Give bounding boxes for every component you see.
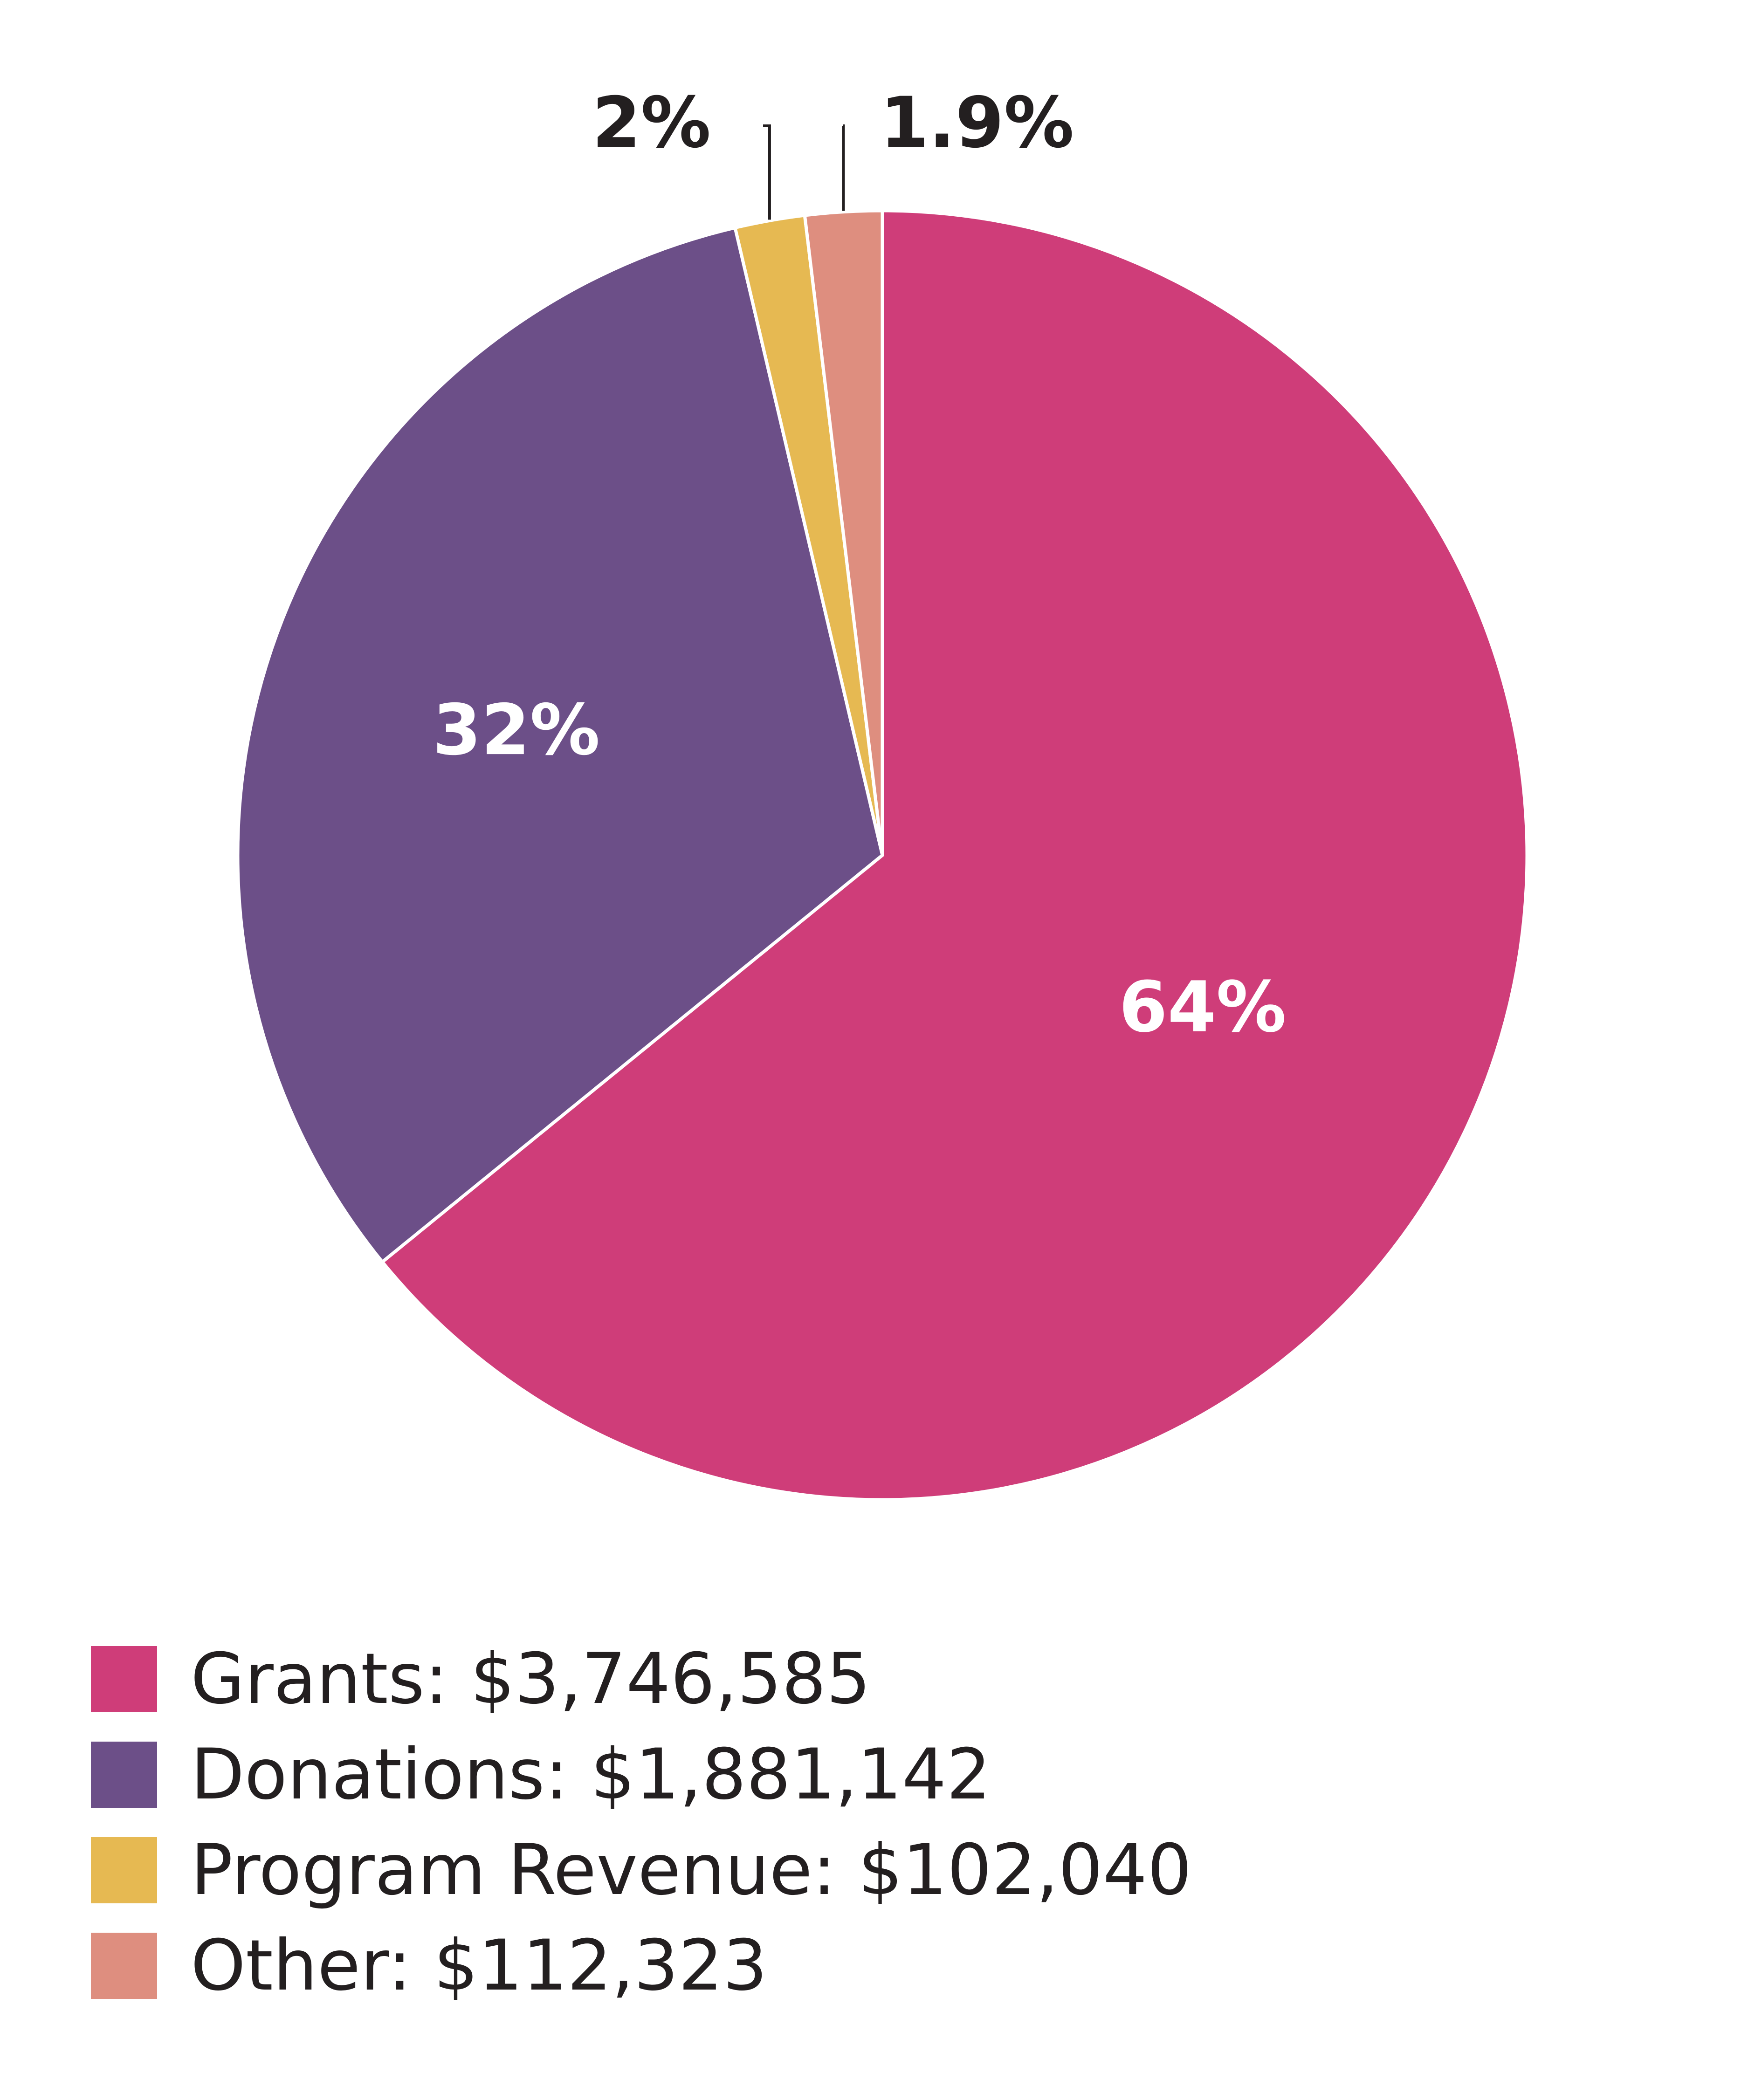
legend-swatch-program-revenue (91, 1837, 157, 1903)
leader-line-program-revenue (763, 124, 771, 220)
slice-label-grants: 64% (1119, 967, 1286, 1048)
leader-lines (763, 124, 845, 220)
legend-swatch-grants (91, 1646, 157, 1712)
legend-item-donations: Donations: $1,881,142 (91, 1727, 1192, 1822)
pie-slices (236, 209, 1529, 1502)
legend-swatch-other (91, 1932, 157, 1999)
percent-labels: 64% 32% 2% 1.9% (433, 82, 1286, 1048)
legend: Grants: $3,746,585 Donations: $1,881,142… (91, 1631, 1192, 2013)
legend-category-donations: Donations: (191, 1734, 569, 1815)
legend-item-grants: Grants: $3,746,585 (91, 1631, 1192, 1727)
pie-slice-donations (236, 226, 884, 1264)
legend-label-grants: Grants: $3,746,585 (191, 1639, 871, 1720)
legend-category-grants: Grants: (191, 1638, 448, 1720)
slice-label-other: 1.9% (880, 82, 1074, 164)
pie-slice-grants (380, 209, 1529, 1502)
legend-swatch-donations (91, 1741, 157, 1808)
pie-slice-other (803, 209, 884, 857)
legend-label-other: Other: $112,323 (191, 1925, 767, 2006)
slice-label-donations: 32% (433, 690, 600, 771)
legend-category-program-revenue: Program Revenue: (191, 1829, 836, 1911)
legend-category-other: Other: (191, 1925, 412, 2006)
legend-label-program-revenue: Program Revenue: $102,040 (191, 1830, 1192, 1911)
legend-item-program-revenue: Program Revenue: $102,040 (91, 1822, 1192, 1918)
legend-amount-program-revenue: $102,040 (858, 1829, 1192, 1911)
legend-amount-grants: $3,746,585 (470, 1638, 871, 1720)
slice-label-program-revenue: 2% (592, 82, 711, 164)
legend-item-other: Other: $112,323 (91, 1918, 1192, 2013)
legend-amount-other: $112,323 (434, 1925, 768, 2006)
legend-amount-donations: $1,881,142 (590, 1734, 991, 1815)
legend-label-donations: Donations: $1,881,142 (191, 1734, 991, 1815)
